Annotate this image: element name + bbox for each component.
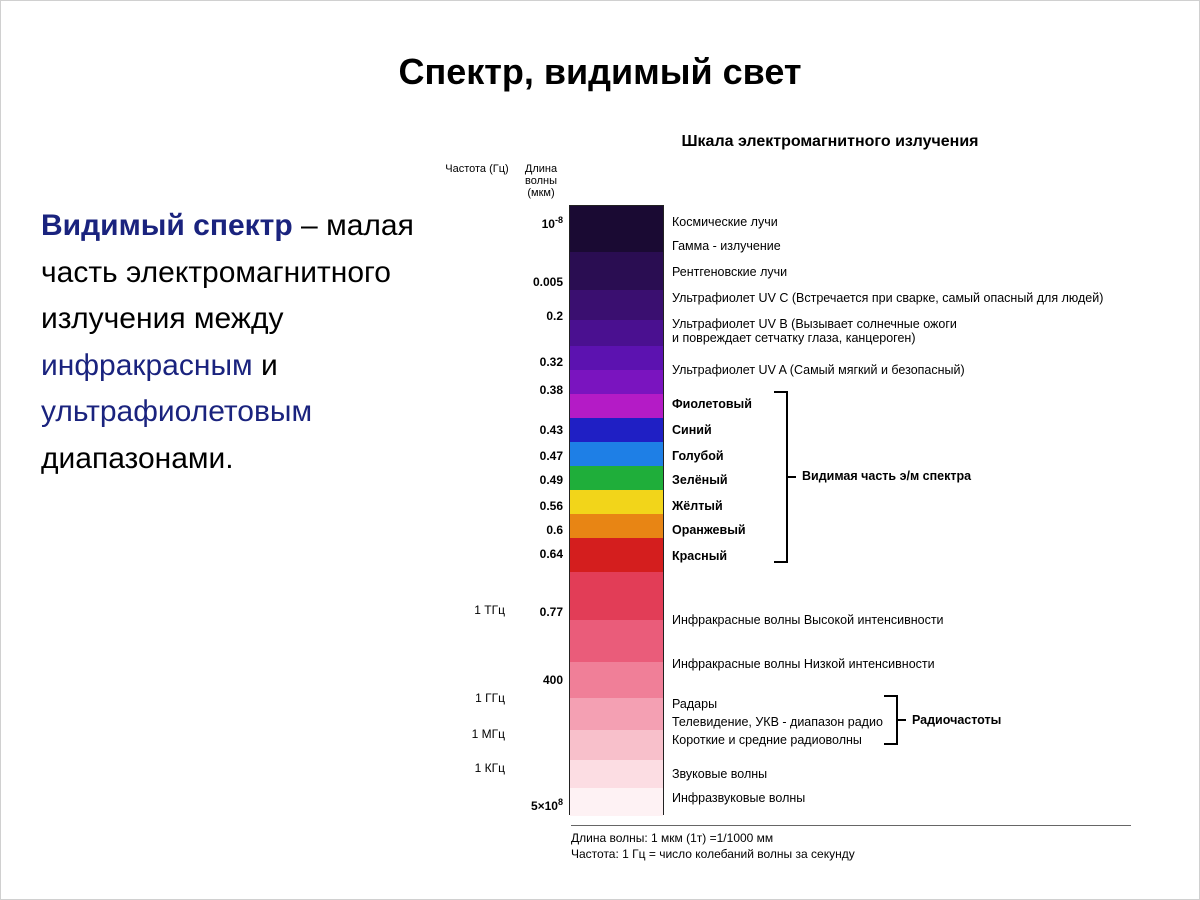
band-label: Оранжевый — [672, 523, 746, 537]
brace-label: Видимая часть э/м спектра — [802, 469, 971, 483]
band-label: Голубой — [672, 449, 724, 463]
header-frequency: Частота (Гц) — [441, 163, 513, 199]
label-column: Космические лучи Гамма - излучение Рентген… — [664, 205, 1159, 815]
color-bar — [569, 205, 664, 815]
chart-title: Шкала электромагнитного излучения — [501, 133, 1159, 151]
slide-title: Спектр, видимый свет — [41, 51, 1159, 93]
spectrum-band — [570, 370, 663, 394]
footnote-line: Длина волны: 1 мкм (1т) =1/1000 мм — [571, 830, 1131, 846]
spectrum-band — [570, 490, 663, 514]
band-label: Короткие и средние радиоволны — [672, 733, 862, 747]
band-label: Ультрафиолет UV B (Вызывает солнечные ож… — [672, 317, 957, 346]
band-label: Телевидение, УКВ - диапазон радио — [672, 715, 883, 729]
wavelength-tick: 5×108 — [531, 797, 563, 813]
spectrum-band — [570, 788, 663, 816]
spectrum-band — [570, 290, 663, 320]
frequency-tick: 1 КГц — [475, 761, 505, 775]
frequency-column: 1 ТГц 1 ГГц 1 МГц 1 КГц — [441, 205, 513, 815]
spectrum-band — [570, 466, 663, 490]
band-label: Жёлтый — [672, 499, 723, 513]
wavelength-tick: 0.2 — [546, 309, 563, 323]
wavelength-tick: 0.64 — [540, 547, 563, 561]
term-infrared: инфракрасным — [41, 349, 253, 382]
band-label: Фиолетовый — [672, 397, 752, 411]
definition-paragraph: Видимый спектр – малая часть электромагн… — [41, 133, 421, 862]
spectrum-body: 1 ТГц 1 ГГц 1 МГц 1 КГц 10-8 0.005 0.2 0.32 0.3… — [441, 205, 1159, 815]
band-label: Ультрафиолет UV A (Самый мягкий и безопа… — [672, 363, 965, 377]
spectrum-band — [570, 760, 663, 788]
wavelength-tick: 0.32 — [540, 355, 563, 369]
para-seg-6: диапазонами. — [41, 442, 234, 475]
spectrum-band — [570, 320, 663, 346]
content-row: Видимый спектр – малая часть электромагн… — [41, 133, 1159, 862]
wavelength-column: 10-8 0.005 0.2 0.32 0.38 0.43 0.47 0.49 0.56 0.6 0… — [513, 205, 569, 815]
brace — [774, 391, 788, 563]
wavelength-tick: 0.38 — [540, 383, 563, 397]
footnotes: Длина волны: 1 мкм (1т) =1/1000 ммЧастот… — [571, 825, 1131, 862]
wavelength-tick: 0.6 — [546, 523, 563, 537]
band-label: Синий — [672, 423, 712, 437]
wavelength-tick: 0.77 — [540, 605, 563, 619]
term-visible-spectrum: Видимый спектр — [41, 209, 293, 242]
spectrum-band — [570, 394, 663, 418]
band-label: Космические лучи — [672, 215, 778, 229]
footnote-line: Частота: 1 Гц = число колебаний волны за… — [571, 846, 1131, 862]
band-label: Инфракрасные волны Низкой интенсивности — [672, 657, 935, 671]
frequency-tick: 1 ТГц — [474, 603, 505, 617]
term-ultraviolet: ультрафиолетовым — [41, 395, 312, 428]
spectrum-chart: Шкала электромагнитного излучения Частот… — [441, 133, 1159, 862]
para-seg-4: и — [253, 349, 278, 382]
wavelength-tick: 10-8 — [542, 215, 563, 231]
slide: Спектр, видимый свет Видимый спектр – ма… — [0, 0, 1200, 900]
spectrum-band — [570, 662, 663, 698]
spectrum-band — [570, 442, 663, 466]
band-label: Радары — [672, 697, 717, 711]
wavelength-tick: 0.005 — [533, 275, 563, 289]
band-label: Гамма - излучение — [672, 239, 781, 253]
frequency-tick: 1 ГГц — [475, 691, 505, 705]
band-label: Инфразвуковые волны — [672, 791, 805, 805]
spectrum-band — [570, 538, 663, 572]
header-wavelength: Длина волны (мкм) — [513, 163, 569, 199]
spectrum-band — [570, 252, 663, 290]
spectrum-band — [570, 206, 663, 252]
wavelength-tick: 0.43 — [540, 423, 563, 437]
wavelength-tick: 0.47 — [540, 449, 563, 463]
spectrum-band — [570, 346, 663, 370]
wavelength-tick: 400 — [543, 673, 563, 687]
spectrum-band — [570, 514, 663, 538]
spectrum-band — [570, 730, 663, 760]
column-headers: Частота (Гц) Длина волны (мкм) — [441, 163, 1159, 199]
brace-label: Радиочастоты — [912, 713, 1001, 727]
band-label: Рентгеновские лучи — [672, 265, 787, 279]
wavelength-tick: 0.49 — [540, 473, 563, 487]
band-label: Зелёный — [672, 473, 728, 487]
spectrum-band — [570, 572, 663, 620]
wavelength-tick: 0.56 — [540, 499, 563, 513]
band-label: Ультрафиолет UV C (Встречается при сварк… — [672, 291, 1103, 305]
brace — [884, 695, 898, 745]
frequency-tick: 1 МГц — [472, 727, 505, 741]
spectrum-band — [570, 620, 663, 662]
spectrum-band — [570, 698, 663, 730]
band-label: Красный — [672, 549, 727, 563]
spectrum-band — [570, 418, 663, 442]
band-label: Инфракрасные волны Высокой интенсивности — [672, 613, 944, 627]
band-label: Звуковые волны — [672, 767, 767, 781]
